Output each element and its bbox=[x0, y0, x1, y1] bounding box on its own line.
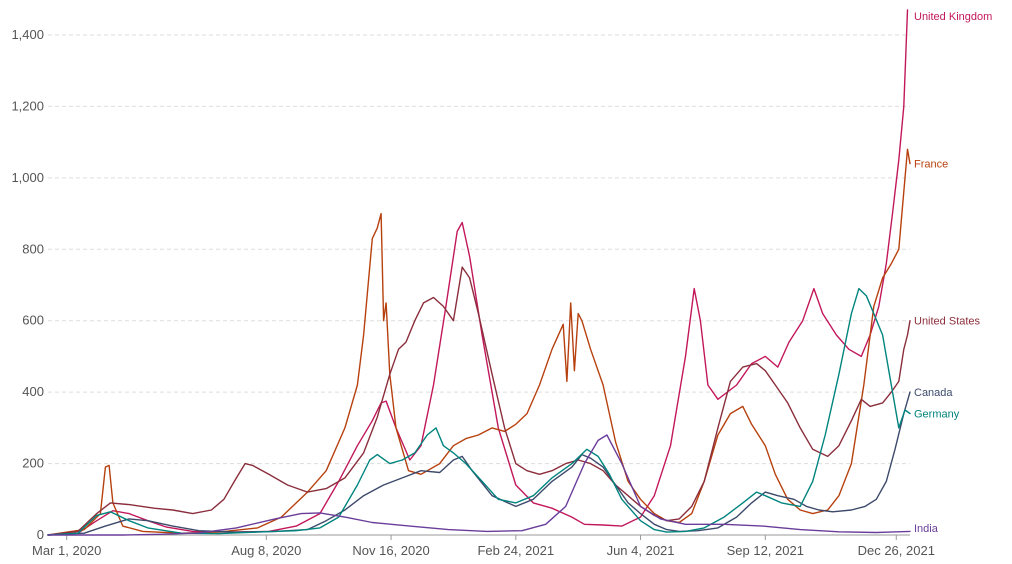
x-tick-label: Aug 8, 2020 bbox=[231, 543, 301, 558]
x-tick-label: Feb 24, 2021 bbox=[477, 543, 554, 558]
x-tick-label: Jun 4, 2021 bbox=[607, 543, 675, 558]
y-tick-label: 0 bbox=[37, 527, 44, 542]
x-tick-label: Sep 12, 2021 bbox=[727, 543, 804, 558]
series-label-united-states: United States bbox=[914, 316, 981, 328]
series-label-india: India bbox=[914, 523, 939, 535]
x-axis-ticks: Mar 1, 2020 Aug 8, 2020 Nov 16, 2020 Feb 24… bbox=[32, 535, 935, 558]
series-line-france bbox=[47, 148, 911, 536]
y-tick-label: 1,000 bbox=[11, 170, 44, 185]
y-tick-label: 400 bbox=[22, 384, 44, 399]
y-tick-label: 600 bbox=[22, 313, 44, 328]
gridlines bbox=[48, 34, 910, 465]
series-line-united-kingdom bbox=[47, 9, 909, 536]
series-line-india bbox=[47, 434, 911, 536]
series-label-united-kingdom: United Kingdom bbox=[914, 11, 992, 23]
series-lines bbox=[47, 9, 911, 536]
y-axis-ticks: 0 200 400 600 800 1,000 1,200 1,400 bbox=[11, 27, 44, 542]
x-tick-label: Mar 1, 2020 bbox=[32, 543, 101, 558]
y-tick-label: 200 bbox=[22, 456, 44, 471]
series-line-united-states bbox=[47, 266, 911, 536]
x-tick-label: Nov 16, 2020 bbox=[352, 543, 429, 558]
y-tick-label: 800 bbox=[22, 241, 44, 256]
y-tick-label: 1,400 bbox=[11, 27, 44, 42]
y-tick-label: 1,200 bbox=[11, 98, 44, 113]
series-label-germany: Germany bbox=[914, 409, 960, 421]
x-tick-label: Dec 26, 2021 bbox=[858, 543, 935, 558]
series-label-france: France bbox=[914, 159, 948, 171]
series-label-canada: Canada bbox=[914, 387, 953, 399]
series-end-labels: United Kingdom France United States Canada G… bbox=[914, 11, 992, 535]
series-line-germany bbox=[47, 287, 911, 536]
